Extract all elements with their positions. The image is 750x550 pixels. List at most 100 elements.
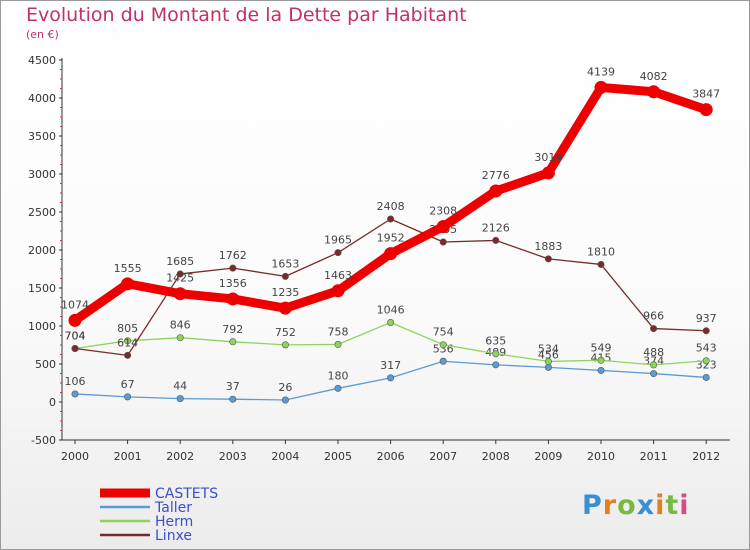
data-point [439,357,447,365]
data-point [650,370,658,378]
y-tick-label: 3500 [28,130,56,143]
x-tick-label: 2010 [587,450,615,463]
data-point [492,361,500,369]
data-point [387,215,395,223]
data-label: 1653 [271,257,299,270]
data-label: 106 [65,375,86,388]
data-point [331,284,345,298]
data-label: 846 [170,319,191,332]
x-tick-label: 2011 [640,450,668,463]
y-tick-label: 0 [49,396,56,409]
legend-label: CASTETS [155,486,218,502]
y-tick-label: 2000 [28,244,56,257]
data-point [387,374,395,382]
data-label: 1074 [61,298,89,311]
data-point [597,260,605,268]
data-point [436,220,450,234]
x-tick-label: 2002 [166,450,194,463]
data-point [489,184,503,198]
data-label: 456 [538,348,559,361]
data-label: 1762 [219,249,247,262]
data-point [334,249,342,257]
data-label: 2776 [482,169,510,182]
data-label: 1965 [324,234,352,247]
data-label: 2408 [377,200,405,213]
data-label: 26 [278,381,292,394]
data-label: 704 [65,329,86,342]
data-point [121,277,135,291]
legend-label: Linxe [155,528,192,544]
data-label: 1425 [166,272,194,285]
data-point [176,395,184,403]
data-point [647,85,661,99]
data-point [226,292,240,306]
data-label: 805 [117,322,138,335]
y-tick-label: 3000 [28,168,56,181]
data-point [439,341,447,349]
data-point [597,356,605,364]
data-point [71,390,79,398]
data-point [68,313,82,327]
data-point [71,344,79,352]
x-tick-label: 2009 [534,450,562,463]
data-label: 488 [643,346,664,359]
proxiti-logo: Proxiti [582,490,690,521]
x-tick-label: 2005 [324,450,352,463]
data-label: 1356 [219,277,247,290]
y-tick-label: 1500 [28,282,56,295]
data-label: 614 [117,336,138,349]
data-point [124,351,132,359]
data-point [702,373,710,381]
data-point [173,287,187,301]
x-tick-label: 2001 [114,450,142,463]
data-point [384,247,398,261]
x-tick-label: 2007 [429,450,457,463]
data-label: 67 [121,378,135,391]
y-tick-label: 4500 [28,54,56,67]
legend-label: Taller [154,500,192,516]
x-tick-label: 2008 [482,450,510,463]
data-label: 1883 [534,240,562,253]
data-label: 549 [591,341,612,354]
data-label: 4082 [640,70,668,83]
data-label: 704 [65,329,86,342]
data-label: 1046 [377,304,405,317]
data-label: 758 [328,325,349,338]
data-point [229,338,237,346]
data-point [176,334,184,342]
x-tick-label: 2012 [692,450,720,463]
data-label: 2126 [482,221,510,234]
data-label: 1952 [377,232,405,245]
data-label: 754 [433,326,454,339]
data-label: 1685 [166,255,194,268]
chart-title: Evolution du Montant de la Dette par Hab… [26,4,467,26]
x-tick-label: 2000 [61,450,89,463]
data-point [594,80,608,94]
data-point [702,357,710,365]
data-point [124,393,132,401]
data-point [334,384,342,392]
data-label: 3847 [692,88,720,101]
data-point [439,238,447,246]
data-label: 534 [538,342,559,355]
data-point [699,103,713,117]
data-point [124,337,132,345]
data-label: 966 [643,310,664,323]
data-label: 317 [380,359,401,372]
x-tick-label: 2004 [271,450,299,463]
y-tick-label: 4000 [28,92,56,105]
y-tick-label: -500 [31,434,56,447]
y-tick-label: 1000 [28,320,56,333]
data-point [541,166,555,180]
data-label: 937 [696,312,717,325]
data-label: 1235 [271,286,299,299]
data-label: 1810 [587,245,615,258]
data-point [597,366,605,374]
data-label: 543 [696,342,717,355]
data-point [387,319,395,327]
data-point [281,396,289,404]
data-label: 1555 [114,262,142,275]
data-label: 752 [275,326,296,339]
data-point [492,350,500,358]
